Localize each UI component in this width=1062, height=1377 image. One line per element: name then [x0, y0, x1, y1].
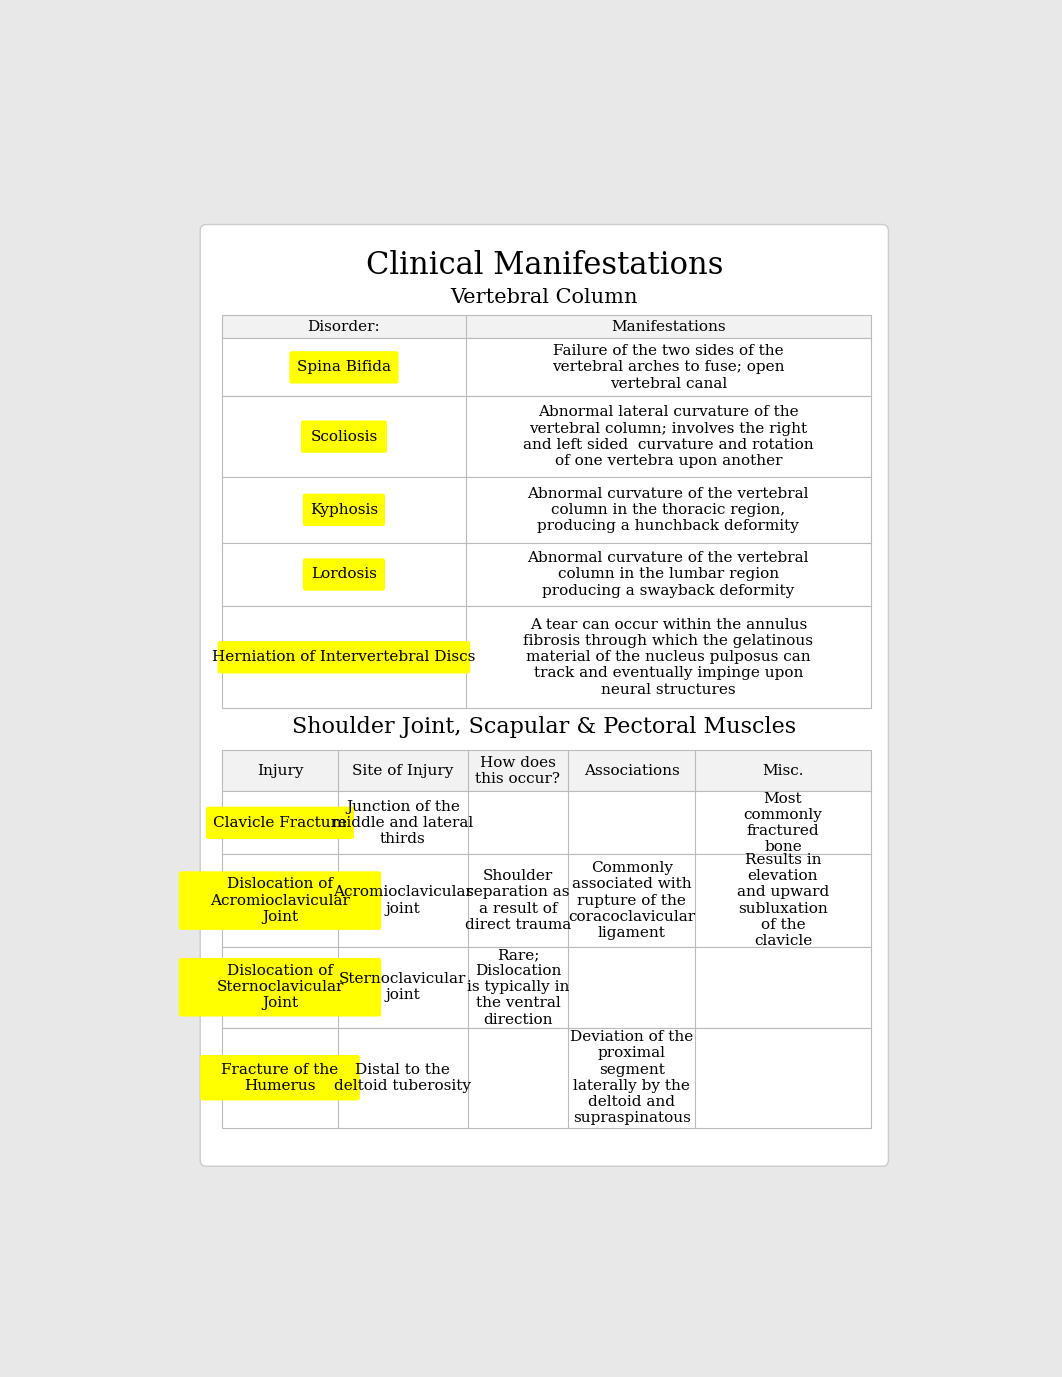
FancyBboxPatch shape [200, 224, 889, 1166]
Text: Sternoclavicular
joint: Sternoclavicular joint [339, 972, 466, 1002]
Text: Most
commonly
fractured
bone: Most commonly fractured bone [743, 792, 822, 854]
Text: Deviation of the
proximal
segment
laterally by the
deltoid and
supraspinatous: Deviation of the proximal segment latera… [570, 1030, 693, 1125]
Bar [222, 339, 871, 397]
Text: Lordosis: Lordosis [311, 567, 377, 581]
Bar [222, 750, 871, 792]
Bar [222, 397, 871, 476]
Text: Failure of the two sides of the
vertebral arches to fuse; open
vertebral canal: Failure of the two sides of the vertebra… [552, 344, 785, 391]
Text: A tear can occur within the annulus
fibrosis through which the gelatinous
materi: A tear can occur within the annulus fibr… [524, 618, 813, 697]
Text: Commonly
associated with
rupture of the
coracoclavicular
ligament: Commonly associated with rupture of the … [568, 861, 696, 940]
Text: Distal to the
deltoid tuberosity: Distal to the deltoid tuberosity [335, 1063, 472, 1093]
Text: Abnormal lateral curvature of the
vertebral column; involves the right
and left : Abnormal lateral curvature of the verteb… [523, 405, 813, 468]
Text: Acromioclavicular
joint: Acromioclavicular joint [332, 885, 473, 916]
FancyBboxPatch shape [206, 807, 354, 839]
FancyBboxPatch shape [178, 958, 381, 1016]
Text: Junction of the
middle and lateral
thirds: Junction of the middle and lateral third… [332, 800, 474, 845]
FancyBboxPatch shape [218, 642, 470, 673]
FancyBboxPatch shape [289, 351, 398, 384]
Text: Site of Injury: Site of Injury [353, 764, 453, 778]
Text: Shoulder Joint, Scapular & Pectoral Muscles: Shoulder Joint, Scapular & Pectoral Musc… [292, 716, 796, 738]
Text: Injury: Injury [257, 764, 304, 778]
Text: Abnormal curvature of the vertebral
column in the thoracic region,
producing a h: Abnormal curvature of the vertebral colu… [528, 486, 809, 533]
Text: Vertebral Column: Vertebral Column [450, 288, 638, 307]
Text: Spina Bifida: Spina Bifida [297, 361, 391, 375]
Bar [222, 476, 871, 543]
Bar [222, 1027, 871, 1128]
Text: Shoulder
separation as
a result of
direct trauma: Shoulder separation as a result of direc… [465, 869, 571, 932]
Text: Clinical Manifestations: Clinical Manifestations [365, 249, 723, 281]
Text: Misc.: Misc. [763, 764, 804, 778]
Text: Dislocation of
Sternoclavicular
Joint: Dislocation of Sternoclavicular Joint [217, 964, 344, 1011]
Bar [222, 606, 871, 708]
Text: Results in
elevation
and upward
subluxation
of the
clavicle: Results in elevation and upward subluxat… [737, 854, 829, 949]
Text: Kyphosis: Kyphosis [310, 503, 378, 516]
FancyBboxPatch shape [303, 493, 386, 526]
Bar [222, 792, 871, 854]
Text: Associations: Associations [584, 764, 680, 778]
Text: Manifestations: Manifestations [611, 319, 725, 335]
Bar [222, 543, 871, 606]
Text: Scoliosis: Scoliosis [310, 430, 378, 443]
FancyBboxPatch shape [301, 420, 387, 453]
FancyBboxPatch shape [178, 872, 381, 929]
Text: Dislocation of
Acromioclavicular
Joint: Dislocation of Acromioclavicular Joint [210, 877, 350, 924]
FancyBboxPatch shape [200, 1055, 360, 1100]
Bar [222, 947, 871, 1027]
Text: Abnormal curvature of the vertebral
column in the lumbar region
producing a sway: Abnormal curvature of the vertebral colu… [528, 551, 809, 598]
Bar [222, 315, 871, 339]
Text: Herniation of Intervertebral Discs: Herniation of Intervertebral Discs [212, 650, 476, 664]
Text: How does
this occur?: How does this occur? [476, 756, 561, 786]
Bar [222, 854, 871, 947]
Text: Rare;
Dislocation
is typically in
the ventral
direction: Rare; Dislocation is typically in the ve… [466, 947, 569, 1027]
Text: Clavicle Fracture: Clavicle Fracture [213, 815, 347, 830]
Text: Fracture of the
Humerus: Fracture of the Humerus [221, 1063, 339, 1093]
FancyBboxPatch shape [303, 558, 386, 591]
Text: Disorder:: Disorder: [308, 319, 380, 335]
